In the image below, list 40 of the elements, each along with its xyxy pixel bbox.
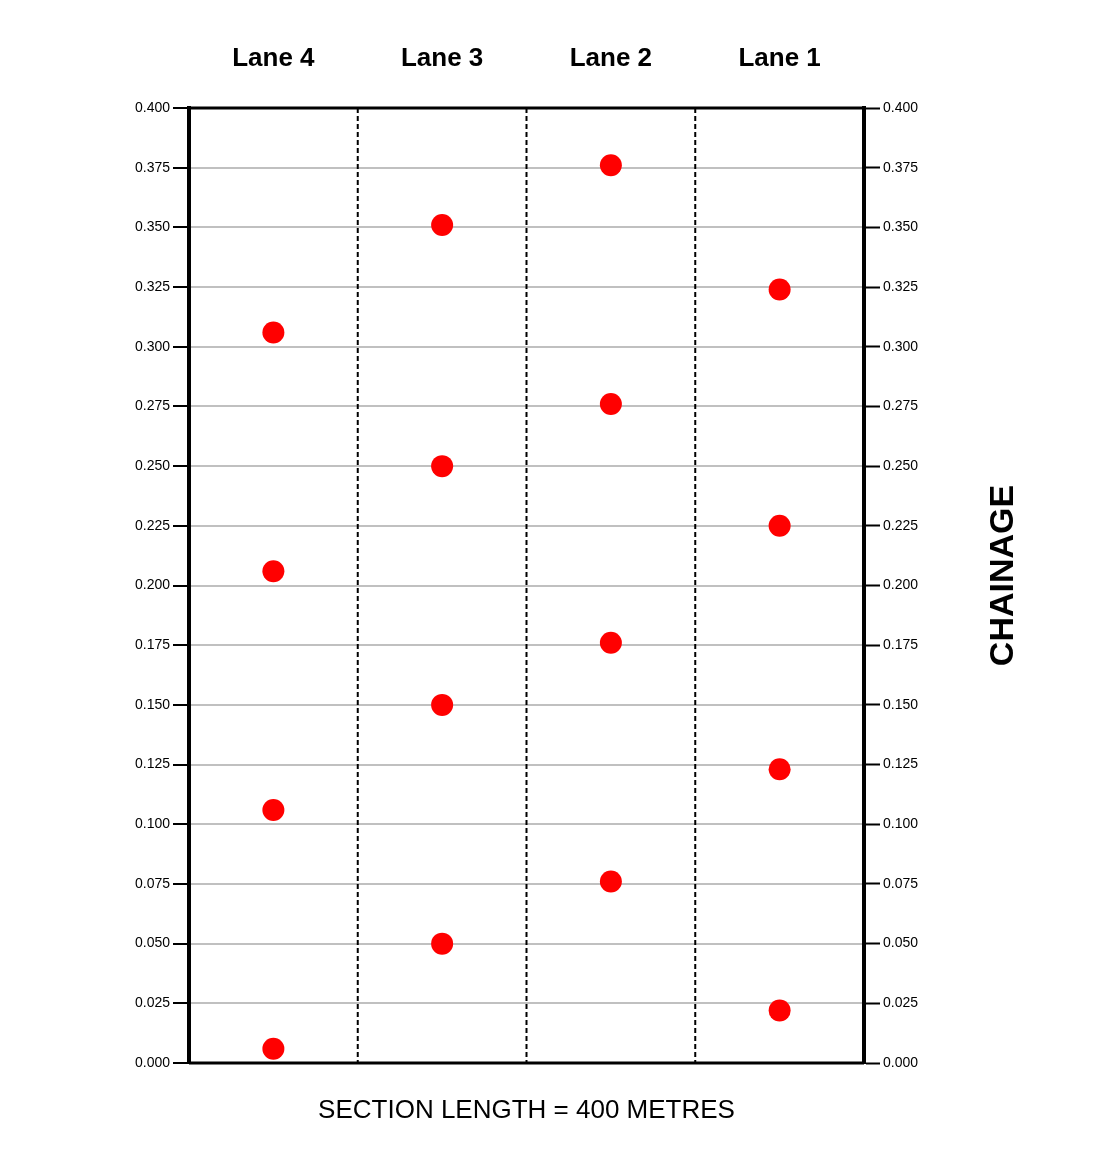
y2-tick-label: 0.100 xyxy=(134,815,171,832)
y-tick-label: 0.300 xyxy=(883,337,919,354)
y2-tick-label: 0.350 xyxy=(134,218,171,235)
y-tick-label: 0.225 xyxy=(883,516,919,533)
y2-tick-label: 0.400 xyxy=(134,98,171,115)
y-tick-label: 0.075 xyxy=(883,874,919,891)
y2-tick-label: 0.325 xyxy=(134,277,171,294)
y2-tick-label: 0.175 xyxy=(134,636,171,653)
x-tick-label: Lane 2 xyxy=(569,41,653,72)
y2-tick-label: 0.000 xyxy=(134,1053,171,1070)
y-tick-label: 0.250 xyxy=(883,456,919,473)
x-tick-label: Lane 4 xyxy=(232,41,316,72)
y-tick-label: 0.050 xyxy=(883,934,919,951)
y2-tick-label: 0.375 xyxy=(134,158,171,175)
y-tick-label: 0.325 xyxy=(883,277,919,294)
y2-tick-label: 0.125 xyxy=(134,755,171,772)
y2-tick-label: 0.150 xyxy=(134,695,171,712)
y-tick-label: 0.175 xyxy=(883,636,919,653)
y2-tick-label: 0.050 xyxy=(134,934,171,951)
y2-tick-label: 0.275 xyxy=(134,397,171,414)
y2-tick-label: 0.300 xyxy=(134,337,171,354)
y-tick-label: 0.150 xyxy=(883,695,919,712)
y2-tick-label: 0.250 xyxy=(134,456,171,473)
y2-tick-label: 0.200 xyxy=(134,576,171,593)
x-tick-label: Lane 3 xyxy=(400,41,484,72)
y-tick-label: 0.025 xyxy=(883,994,919,1011)
y2-tick-label: 0.025 xyxy=(134,994,171,1011)
y2-tick-label: 0.075 xyxy=(134,874,171,891)
y2-tick-label: 0.225 xyxy=(134,516,171,533)
y-axis-title: CHAINAGE xyxy=(982,484,1021,667)
y-tick-label: 0.375 xyxy=(883,158,919,175)
y-tick-label: 0.275 xyxy=(883,397,919,414)
y-tick-label: 0.125 xyxy=(883,755,919,772)
y-tick-label: 0.400 xyxy=(883,98,919,115)
y-tick-label: 0.350 xyxy=(883,218,919,235)
x-axis-title: SECTION LENGTH = 400 METRES xyxy=(318,1094,735,1125)
y-tick-label: 0.000 xyxy=(883,1053,919,1070)
y-tick-label: 0.200 xyxy=(883,576,919,593)
x-tick-label: Lane 1 xyxy=(738,41,821,72)
y-tick-label: 0.100 xyxy=(883,815,919,832)
